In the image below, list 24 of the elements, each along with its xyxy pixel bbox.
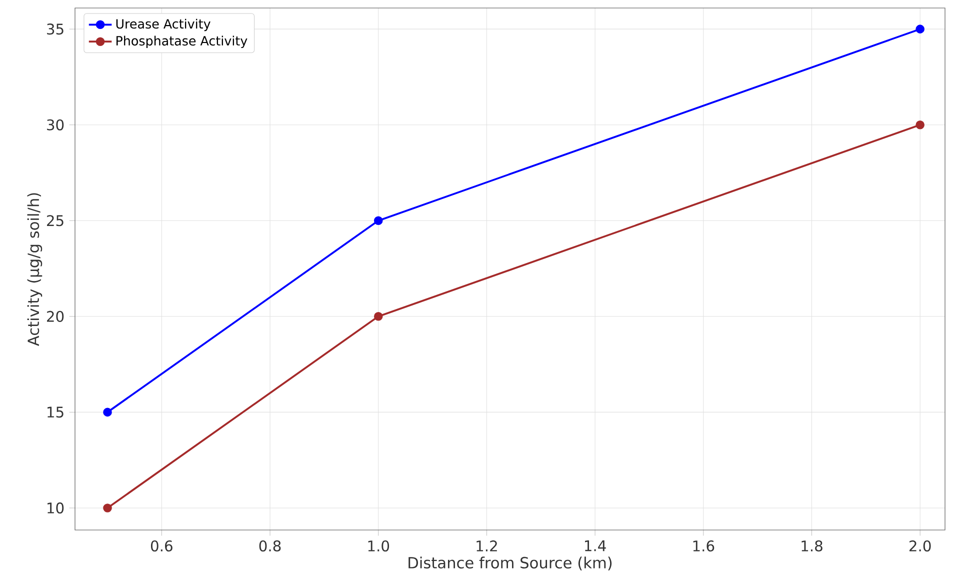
point [374, 216, 383, 226]
y-tick-label: 35 [47, 24, 64, 35]
point [916, 24, 924, 34]
x-tick-label: 1.6 [693, 540, 714, 552]
x-tick-label: 2.0 [909, 540, 931, 552]
y-axis-title: Activity (µg/g soil/h) [27, 193, 42, 346]
x-tick-label: 1.0 [368, 540, 390, 552]
point [374, 312, 383, 321]
x-tick-label: 1.2 [476, 540, 497, 552]
x-tick-label: 0.6 [150, 540, 172, 552]
y-tick-label: 25 [47, 215, 64, 226]
y-tick-label: 30 [47, 119, 64, 130]
point [103, 408, 112, 417]
point [103, 504, 112, 512]
legend-label: Phosphatase Activity [116, 36, 248, 48]
y-tick-label: 15 [48, 406, 64, 418]
x-tick-label: 1.8 [802, 540, 822, 552]
x-tick-label: 1.4 [585, 540, 606, 552]
y-tick-label: 10 [48, 502, 64, 514]
x-axis-title: Distance from Source (km) [408, 556, 612, 570]
legend-label: Urease Activity [116, 18, 210, 32]
x-tick-label: 0.8 [259, 540, 281, 552]
point [916, 120, 924, 130]
y-tick-label: 20 [47, 310, 64, 322]
